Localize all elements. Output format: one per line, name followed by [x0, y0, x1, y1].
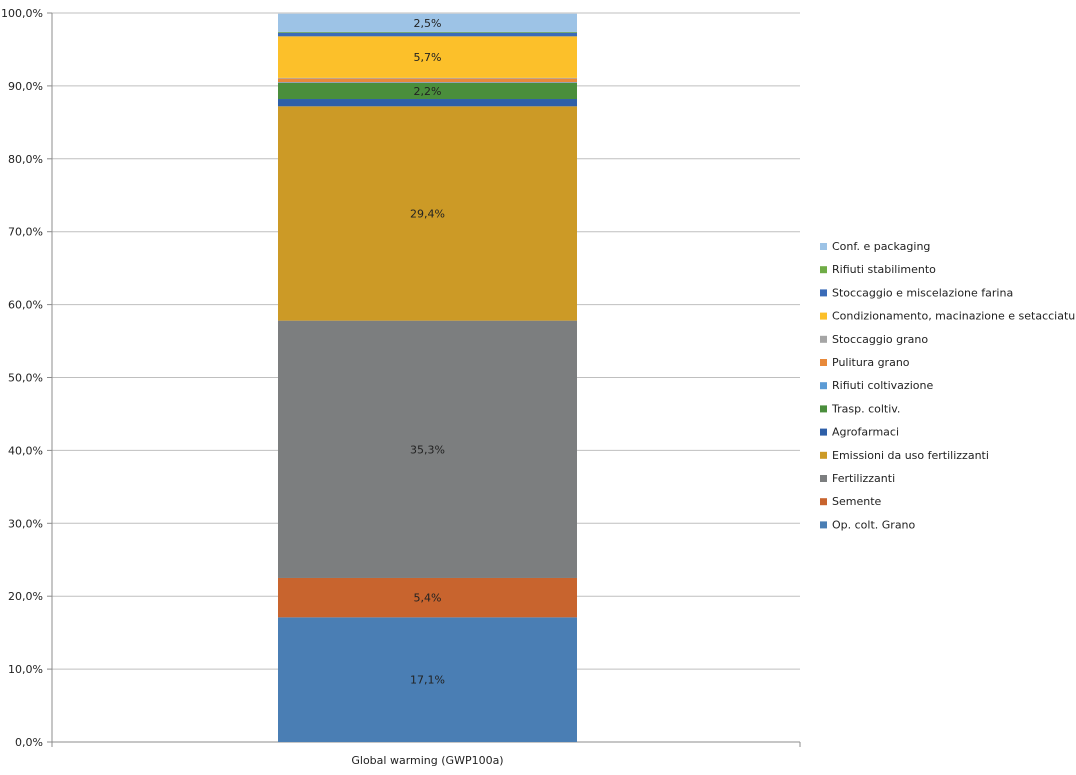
legend-label: Agrofarmaci [832, 426, 899, 439]
legend-swatch [820, 405, 827, 413]
legend-label: Fertilizzanti [832, 472, 895, 485]
legend-swatch [820, 335, 827, 343]
bar-segment [278, 82, 577, 83]
legend-swatch [820, 475, 827, 482]
y-tick-label: 100,0% [1, 7, 43, 20]
bar-segment [278, 32, 577, 37]
legend-label: Stoccaggio e miscelazione farina [832, 286, 1013, 299]
legend-swatch [820, 312, 827, 320]
data-label: 2,5% [414, 17, 442, 30]
data-label: 2,2% [414, 85, 442, 98]
bar-segment [278, 31, 577, 33]
bar-segment [278, 617, 577, 742]
data-label: 29,4% [410, 207, 445, 220]
data-label: 5,4% [414, 592, 442, 605]
y-tick-label: 30,0% [8, 517, 43, 530]
bar-segment [278, 13, 577, 32]
y-tick-label: 0,0% [15, 736, 43, 749]
legend-label: Condizionamento, macinazione e setacciat… [832, 310, 1076, 323]
y-tick-label: 80,0% [8, 153, 43, 166]
legend-swatch [820, 243, 827, 250]
legend-label: Stoccaggio grano [832, 333, 928, 346]
y-tick-label: 90,0% [8, 80, 43, 93]
legend-swatch [820, 266, 827, 274]
legend-label: Emissioni da uso fertilizzanti [832, 449, 989, 462]
bar-segment [278, 77, 577, 79]
data-label: 5,7% [414, 51, 442, 64]
legend-swatch [820, 428, 827, 436]
y-tick-label: 60,0% [8, 299, 43, 312]
data-label: 35,3% [410, 443, 445, 456]
legend-swatch [820, 451, 827, 459]
bar-segment [278, 82, 577, 100]
legend-label: Semente [832, 495, 882, 508]
legend-label: Conf. e packaging [832, 240, 930, 253]
y-tick-label: 10,0% [8, 663, 43, 676]
bar-segment [278, 99, 577, 107]
y-tick-label: 20,0% [8, 590, 43, 603]
x-category-label: Global warming (GWP100a) [351, 754, 503, 767]
bar-segment [278, 106, 577, 321]
legend-swatch [820, 498, 827, 506]
legend-label: Op. colt. Grano [832, 518, 916, 531]
legend-swatch [820, 521, 827, 529]
legend-label: Trasp. coltiv. [831, 402, 900, 415]
y-tick-label: 70,0% [8, 226, 43, 239]
legend-swatch [820, 382, 827, 390]
bar-segment [278, 78, 577, 83]
bar-segment [278, 577, 577, 618]
legend-label: Pulitura grano [832, 356, 910, 369]
legend-swatch [820, 289, 827, 297]
legend-label: Rifiuti stabilimento [832, 263, 936, 276]
y-tick-label: 50,0% [8, 372, 43, 385]
legend-swatch [820, 359, 827, 366]
bar-segment [278, 320, 577, 578]
bar-segment [278, 36, 577, 78]
legend-label: Rifiuti coltivazione [832, 379, 933, 392]
y-tick-label: 40,0% [8, 444, 43, 457]
data-label: 17,1% [410, 674, 445, 687]
